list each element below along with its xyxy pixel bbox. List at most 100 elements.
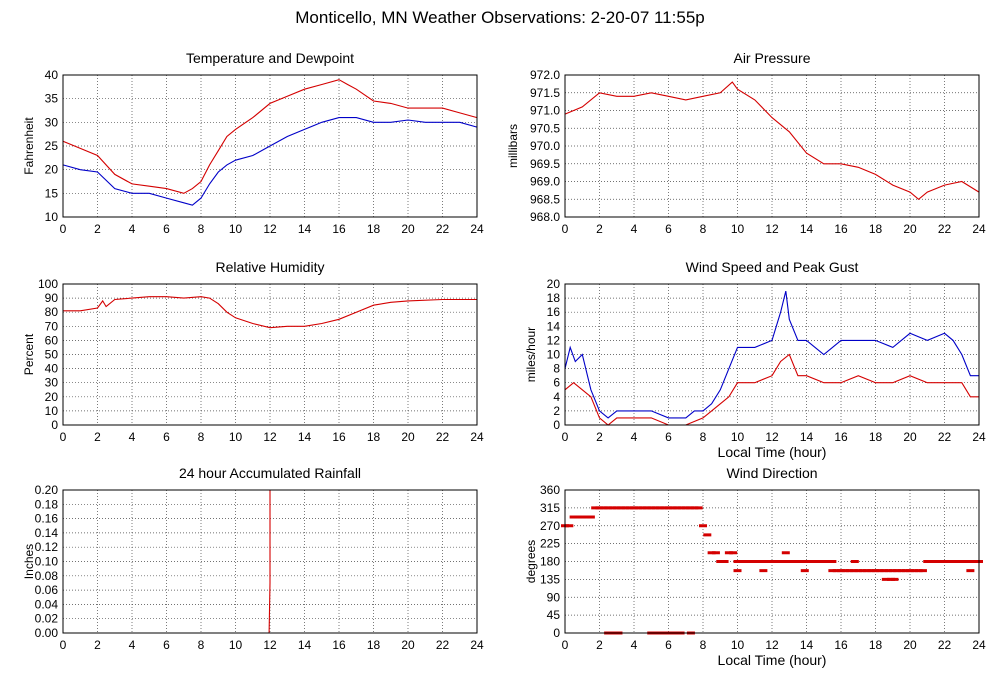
x-tick-label: 0	[562, 638, 569, 652]
data-point	[845, 569, 854, 573]
data-point	[888, 569, 897, 573]
data-point	[867, 569, 876, 573]
x-tick-label: 16	[332, 638, 346, 652]
y-tick-label: 0.12	[35, 540, 59, 554]
x-tick-label: 18	[367, 222, 381, 236]
data-point	[914, 569, 923, 573]
y-tick-label: 969.5	[530, 157, 560, 171]
x-tick-label: 14	[800, 222, 814, 236]
data-point	[746, 560, 755, 563]
x-tick-label: 0	[60, 638, 67, 652]
data-point	[694, 506, 703, 510]
data-point	[772, 560, 781, 563]
x-tick-label: 0	[562, 430, 569, 444]
data-point	[793, 560, 802, 563]
data-point	[890, 577, 899, 581]
chart-title: Relative Humidity	[216, 259, 325, 275]
y-tick-label: 225	[540, 537, 560, 551]
x-tick-label: 22	[938, 222, 952, 236]
data-point	[884, 569, 893, 573]
x-axis-label: Local Time (hour)	[718, 444, 827, 460]
data-point	[573, 515, 582, 519]
x-tick-label: 4	[631, 430, 638, 444]
plot-frame	[62, 283, 478, 426]
y-tick-label: 35	[45, 92, 59, 106]
x-tick-label: 18	[869, 222, 883, 236]
data-point	[625, 506, 634, 510]
y-tick-label: 70	[45, 319, 59, 333]
y-tick-label: 0.20	[35, 483, 59, 497]
x-tick-label: 16	[834, 222, 848, 236]
x-tick-label: 12	[263, 430, 277, 444]
chart-title: Wind Speed and Peak Gust	[686, 259, 859, 275]
y-tick-label: 968.0	[530, 210, 560, 224]
y-tick-label: 971.0	[530, 104, 560, 118]
y-tick-label: 15	[45, 186, 59, 200]
data-point	[608, 506, 617, 510]
data-point	[798, 560, 807, 563]
x-tick-label: 6	[163, 638, 170, 652]
data-point	[711, 551, 720, 555]
y-axis-label: millibars	[506, 124, 520, 168]
data-point	[755, 560, 764, 563]
data-point	[759, 569, 768, 573]
x-tick-label: 10	[731, 222, 745, 236]
page-title: Monticello, MN Weather Observations: 2-2…	[295, 8, 705, 27]
chart-title: Air Pressure	[733, 50, 810, 66]
y-tick-label: 0	[553, 626, 560, 640]
data-point	[828, 569, 837, 573]
data-point	[716, 560, 725, 563]
x-tick-label: 24	[972, 638, 986, 652]
data-point	[906, 569, 914, 573]
y-tick-label: 20	[45, 390, 59, 404]
x-tick-label: 6	[665, 430, 672, 444]
data-point	[880, 569, 889, 573]
y-tick-label: 18	[547, 291, 561, 305]
y-tick-label: 0.14	[35, 526, 59, 540]
data-point	[936, 560, 945, 563]
x-tick-label: 10	[731, 430, 745, 444]
y-tick-label: 90	[45, 291, 59, 305]
data-point	[923, 560, 932, 563]
data-point	[578, 515, 587, 519]
series-line	[63, 489, 271, 634]
x-tick-label: 4	[129, 222, 136, 236]
data-point	[802, 560, 811, 563]
data-point	[832, 569, 841, 573]
data-point	[871, 569, 880, 573]
data-point	[789, 560, 798, 563]
y-tick-label: 40	[45, 68, 59, 82]
data-point	[759, 560, 768, 563]
x-tick-label: 12	[765, 430, 779, 444]
data-point	[677, 506, 686, 510]
x-tick-label: 6	[665, 638, 672, 652]
data-point	[642, 506, 651, 510]
x-tick-label: 0	[60, 430, 67, 444]
y-axis-label: miles/hour	[524, 327, 538, 382]
data-point	[591, 506, 600, 510]
data-point	[586, 515, 595, 519]
data-point	[724, 551, 733, 555]
data-point	[811, 560, 820, 563]
x-tick-label: 22	[938, 430, 952, 444]
x-tick-label: 8	[700, 430, 707, 444]
y-tick-label: 0	[51, 418, 58, 432]
x-tick-label: 2	[596, 222, 603, 236]
x-tick-label: 20	[903, 430, 917, 444]
x-tick-label: 22	[436, 222, 450, 236]
x-tick-label: 22	[436, 430, 450, 444]
data-point	[742, 560, 751, 563]
x-tick-label: 18	[367, 430, 381, 444]
plot-frame	[62, 74, 478, 218]
data-point	[901, 569, 910, 573]
x-tick-label: 2	[596, 638, 603, 652]
data-point	[944, 560, 953, 563]
x-tick-label: 6	[665, 222, 672, 236]
data-point	[664, 506, 673, 510]
